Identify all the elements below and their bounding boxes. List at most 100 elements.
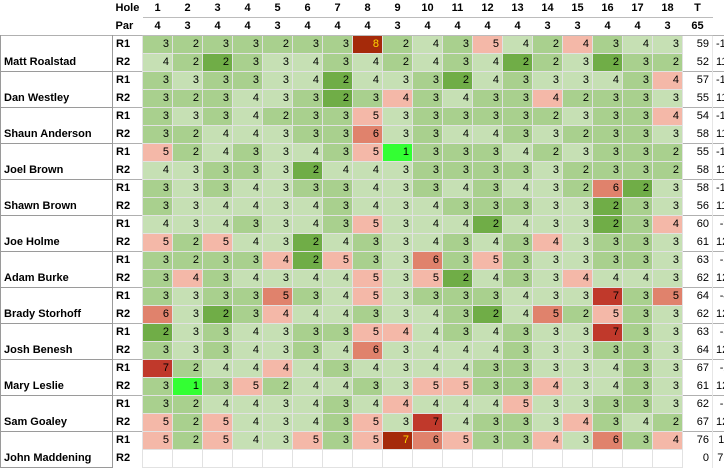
score-cell: 3	[442, 161, 473, 180]
score-cell: 5	[532, 305, 563, 324]
score-cell: 3	[382, 305, 413, 324]
score-cell	[562, 449, 593, 468]
player-name: Brady Storhoff	[0, 287, 113, 324]
score-cell: 4	[442, 179, 473, 198]
spacer-cell	[713, 18, 724, 36]
score-cell: 4	[352, 179, 383, 198]
score-cell	[262, 449, 293, 468]
score-cell: 3	[322, 35, 353, 54]
score-cell: 7	[592, 323, 623, 342]
score-cell: 3	[622, 143, 653, 162]
par-value: 3	[652, 17, 683, 36]
score-cell: 3	[622, 431, 653, 450]
score-cell: 4	[322, 269, 353, 288]
score-cell: 3	[652, 125, 683, 144]
score-cell: 4	[442, 215, 473, 234]
score-cell: 3	[262, 161, 293, 180]
score-cell: 3	[562, 53, 593, 72]
score-cell: 2	[532, 35, 563, 54]
score-cell: 5	[352, 323, 383, 342]
score-cell: 5	[292, 431, 323, 450]
score-cell	[352, 449, 383, 468]
score-cell: 3	[262, 89, 293, 108]
score-cell: 4	[592, 269, 623, 288]
score-cell: 3	[262, 341, 293, 360]
score-cell: 4	[292, 215, 323, 234]
round-total: 67	[682, 359, 713, 378]
round-label: R2	[116, 91, 131, 104]
player-name: Adam Burke	[0, 251, 113, 288]
score-cell: 4	[382, 89, 413, 108]
score-cell: 3	[382, 125, 413, 144]
score-cell: 5	[202, 431, 233, 450]
score-cell: 4	[292, 395, 323, 414]
score-cell: 4	[652, 431, 683, 450]
score-cell: 3	[532, 251, 563, 270]
score-cell: 5	[652, 287, 683, 306]
round-total: 76	[682, 431, 713, 450]
score-cell: 4	[352, 71, 383, 90]
score-cell: 3	[322, 359, 353, 378]
score-cell: 2	[562, 305, 593, 324]
score-cell: 3	[532, 161, 563, 180]
score-cell: 2	[292, 161, 323, 180]
score-cell: 4	[472, 323, 503, 342]
hole-number: 9	[382, 0, 413, 18]
score-cell: 4	[232, 179, 263, 198]
score-cell: 4	[652, 107, 683, 126]
round-label: R1	[112, 215, 143, 234]
score-cell: 4	[592, 359, 623, 378]
score-cell: 3	[412, 179, 443, 198]
player-round-row: R232343323434334233355112	[1, 89, 724, 108]
player-round-row: R242233434243422323252111	[1, 53, 724, 72]
score-cell: 3	[322, 323, 353, 342]
par-value: 4	[442, 17, 473, 36]
score-cell: 3	[202, 35, 233, 54]
hole-number: 18	[652, 0, 683, 18]
score-cell: 4	[232, 395, 263, 414]
score-cell: 2	[622, 179, 653, 198]
score-cell: 5	[472, 251, 503, 270]
score-cell: 3	[262, 125, 293, 144]
score-cell: 3	[562, 197, 593, 216]
score-cell: 3	[292, 35, 323, 54]
score-cell: 3	[262, 233, 293, 252]
hole-number: 14	[532, 0, 563, 18]
hole-number: 11	[442, 0, 473, 18]
score-cell: 3	[202, 161, 233, 180]
score-cell: 4	[472, 269, 503, 288]
score-cell: 2	[532, 107, 563, 126]
score-cell: 3	[622, 53, 653, 72]
score-cell: 5	[352, 143, 383, 162]
score-cell: 3	[652, 359, 683, 378]
score-cell: 6	[412, 431, 443, 450]
score-cell: 3	[352, 251, 383, 270]
score-cell	[442, 449, 473, 468]
score-cell: 3	[502, 359, 533, 378]
round-label: R2	[116, 271, 131, 284]
score-cell: 3	[442, 305, 473, 324]
score-cell: 2	[172, 395, 203, 414]
score-cell: 5	[142, 143, 173, 162]
score-cell: 4	[202, 143, 233, 162]
score-cell: 2	[172, 251, 203, 270]
player-name: Joel Brown	[0, 143, 113, 180]
score-cell: 6	[412, 251, 443, 270]
score-relative: -18	[712, 107, 724, 126]
hole-number: 13	[502, 0, 533, 18]
score-cell: 3	[202, 377, 233, 396]
score-cell: 3	[592, 395, 623, 414]
par-value: 4	[142, 17, 173, 36]
par-value: 4	[322, 17, 353, 36]
score-cell: 2	[472, 215, 503, 234]
score-cell: 3	[322, 413, 353, 432]
score-cell: 5	[412, 377, 443, 396]
round-total: 64	[682, 287, 713, 306]
score-cell: 4	[322, 377, 353, 396]
score-cell: 3	[622, 125, 653, 144]
score-cell: 2	[502, 53, 533, 72]
